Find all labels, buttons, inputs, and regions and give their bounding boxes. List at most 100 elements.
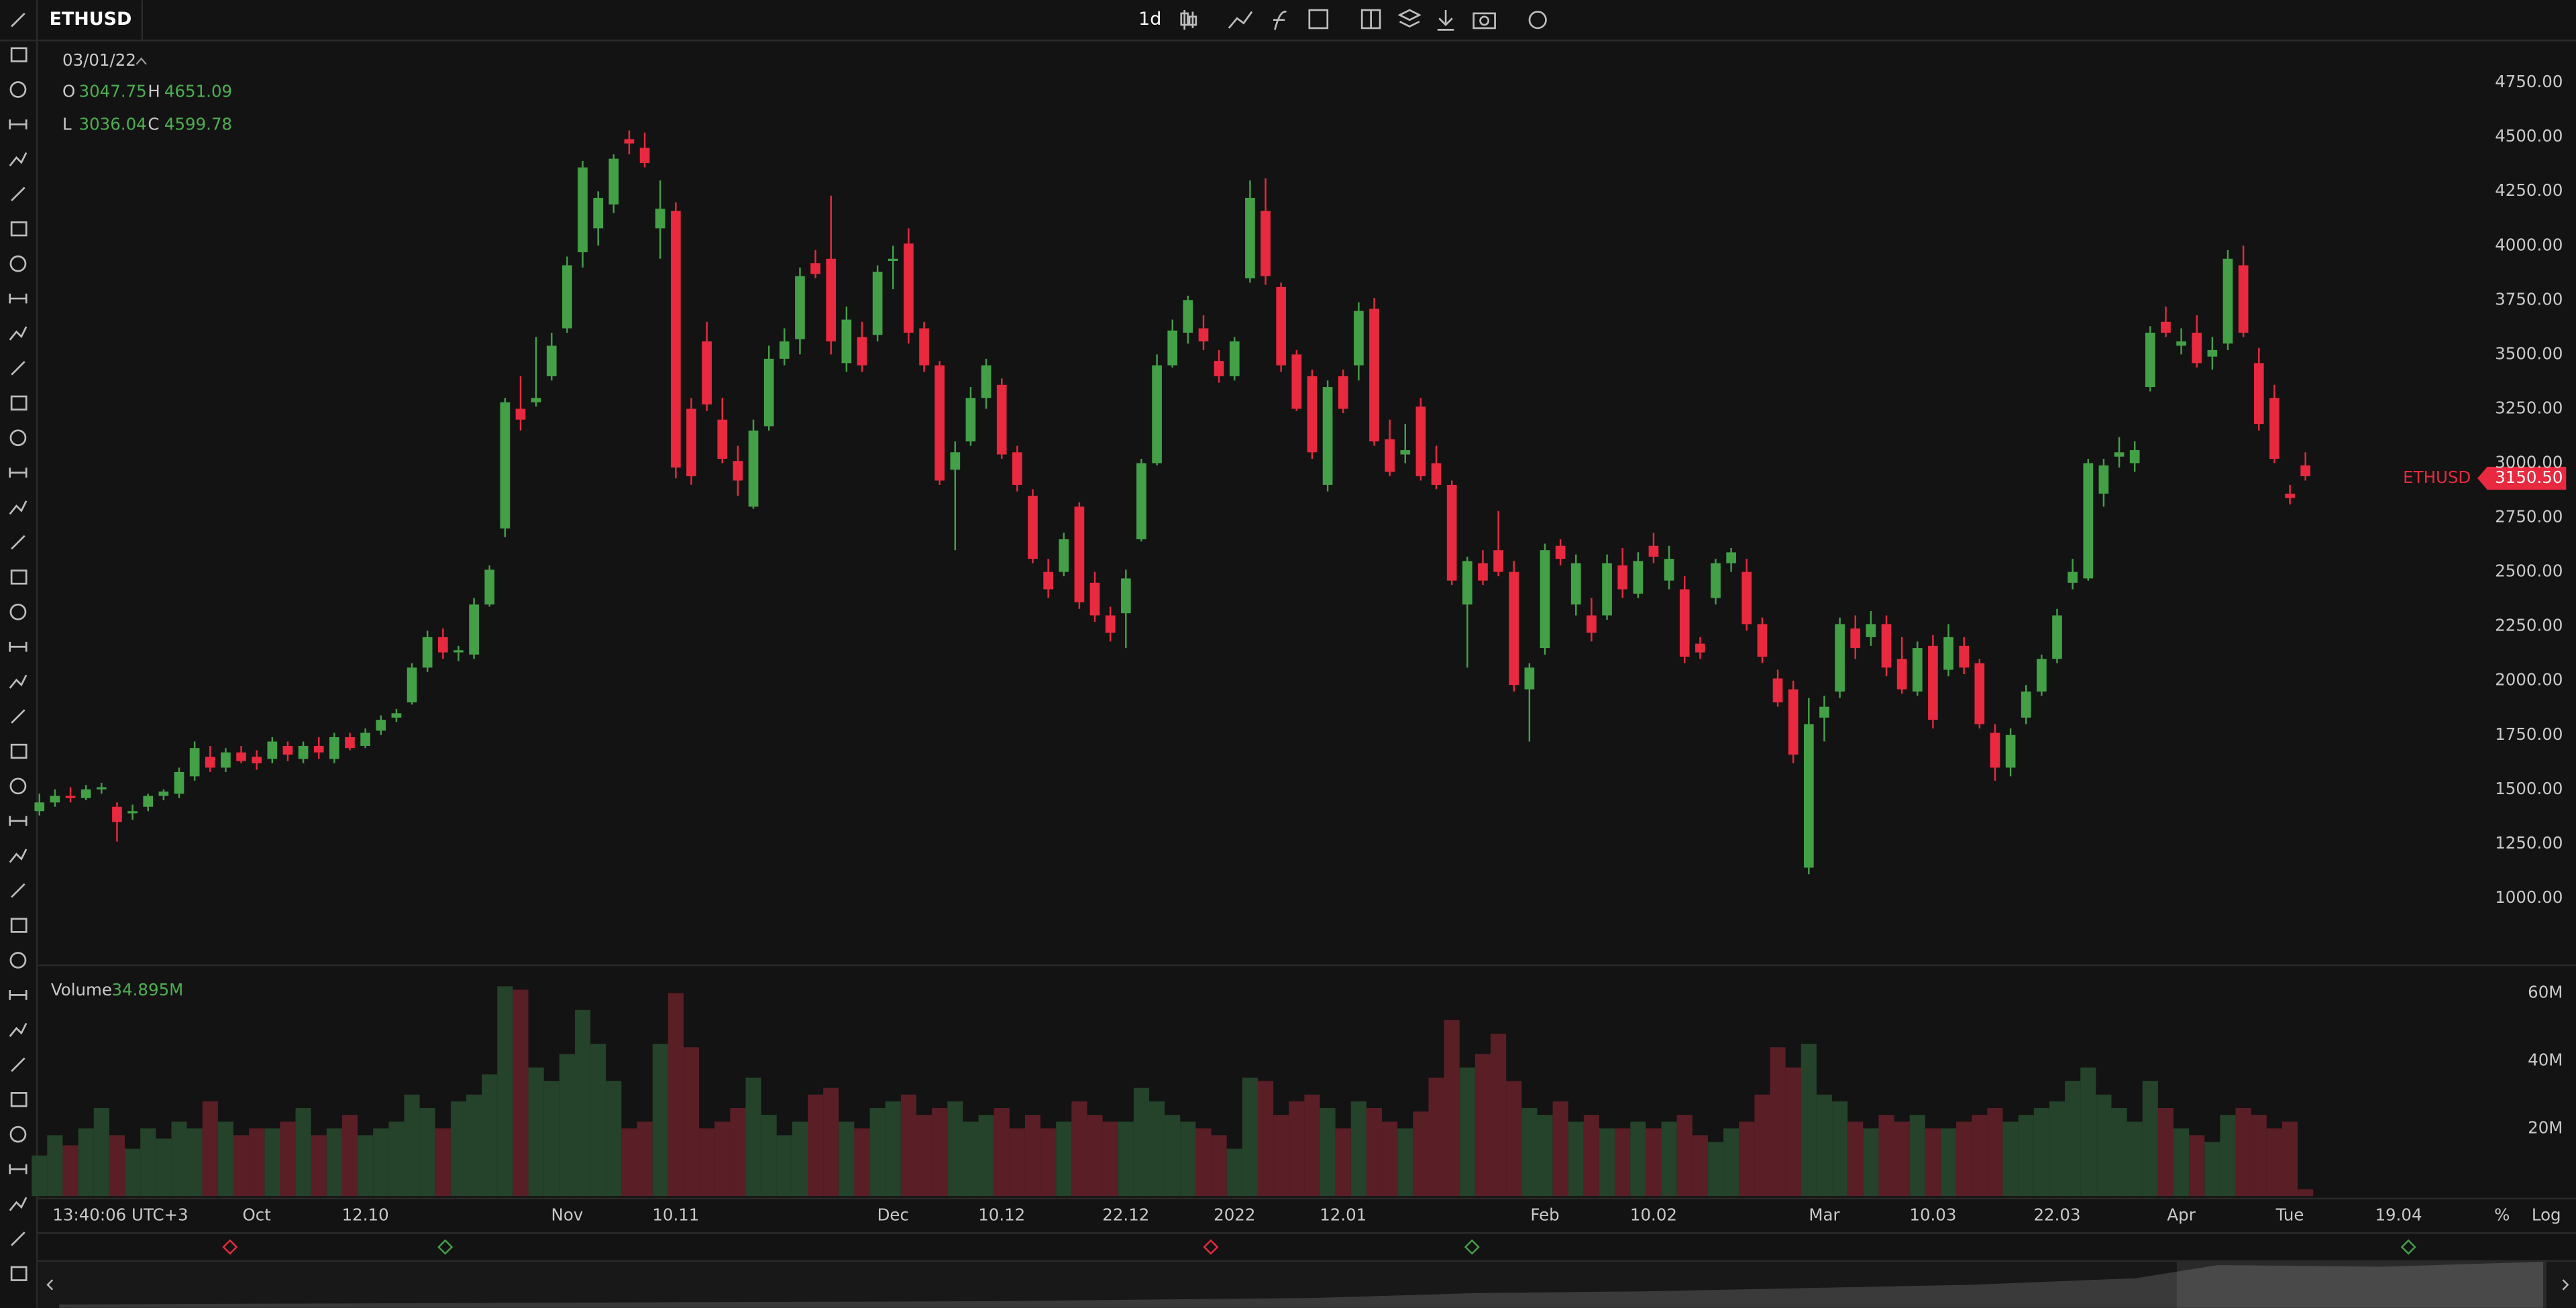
y-tick-label: 40M (2528, 1050, 2563, 1069)
scroll-left[interactable] (46, 1279, 54, 1291)
tool-icon[interactable] (11, 186, 25, 202)
volume-bar (2174, 1128, 2190, 1197)
tool-icon[interactable] (9, 255, 27, 272)
tool-icon[interactable] (11, 12, 25, 28)
event-marker[interactable] (222, 1239, 238, 1255)
candle-body (2052, 615, 2062, 659)
tool-icon[interactable] (9, 429, 27, 447)
tool-icon[interactable] (10, 1266, 28, 1281)
tool-icon[interactable] (9, 1126, 27, 1143)
tool-icon[interactable] (11, 361, 25, 376)
volume-bar (1056, 1122, 1072, 1197)
tool-icon[interactable] (10, 47, 28, 62)
volume-bar (186, 1128, 203, 1197)
candle-body (500, 402, 511, 529)
layers-icon[interactable] (1397, 9, 1421, 28)
settings-icon[interactable] (1528, 11, 1547, 30)
volume-bar (869, 1108, 885, 1197)
tool-icon[interactable] (9, 468, 28, 478)
x-tick-label: Tue (2275, 1205, 2304, 1225)
volume-bar (2251, 1115, 2267, 1197)
tool-icon[interactable] (9, 500, 28, 515)
volume-bar (1382, 1122, 1398, 1197)
y-tick-label: 4750.00 (2495, 72, 2563, 91)
function-icon[interactable] (1273, 10, 1287, 30)
event-marker[interactable] (437, 1239, 453, 1255)
y-tick-label: 2250.00 (2495, 616, 2563, 635)
candle-body (2021, 691, 2031, 718)
tool-icon[interactable] (9, 152, 28, 167)
legend-label: H (148, 81, 160, 101)
tool-icon[interactable] (9, 1022, 28, 1037)
tool-icon[interactable] (9, 293, 28, 304)
price-tag-box (2477, 466, 2567, 490)
tool-icon[interactable] (9, 1164, 28, 1175)
volume-bar (93, 1108, 109, 1197)
candle-body (484, 569, 495, 605)
tool-icon[interactable] (11, 1057, 25, 1072)
volume-bar (1956, 1122, 1972, 1197)
tool-icon[interactable] (9, 952, 27, 969)
tool-icon[interactable] (9, 603, 27, 620)
candle-body (2192, 332, 2202, 364)
price-tag: ETHUSD 3150.50 (2403, 466, 2567, 490)
interval-button[interactable]: 1d (1138, 9, 1161, 30)
tool-icon[interactable] (11, 709, 25, 724)
tool-icon[interactable] (9, 1197, 28, 1211)
tool-icon[interactable] (9, 777, 27, 795)
scroll-right[interactable] (2562, 1279, 2569, 1291)
volume-bar (1521, 1108, 1538, 1197)
tool-icon[interactable] (10, 221, 28, 237)
volume-bar (2018, 1115, 2034, 1197)
percent-toggle[interactable]: % (2494, 1205, 2510, 1225)
candle-body (1307, 376, 1318, 453)
tool-icon[interactable] (9, 674, 28, 689)
volume-bar (1024, 1115, 1041, 1197)
candle-body (1803, 724, 1814, 868)
volume-bar (2220, 1115, 2236, 1197)
navigator-window[interactable] (2176, 1262, 2546, 1308)
volume-bar (264, 1128, 280, 1197)
tool-icon[interactable] (9, 81, 27, 98)
tool-icon[interactable] (9, 849, 28, 863)
tool-icon[interactable] (9, 641, 28, 652)
volume-bar (311, 1135, 327, 1197)
event-marker[interactable] (2400, 1239, 2416, 1255)
log-toggle[interactable]: Log (2532, 1205, 2561, 1225)
tool-icon[interactable] (10, 395, 28, 411)
tool-icon[interactable] (9, 119, 28, 129)
candle-body (1059, 539, 1069, 572)
candle-body (578, 167, 588, 253)
candle-body (2176, 341, 2186, 346)
candle-body (1835, 624, 1845, 692)
image-icon[interactable] (1308, 9, 1329, 30)
tool-icon[interactable] (11, 883, 25, 898)
tool-icon[interactable] (9, 326, 28, 341)
volume-bar (1909, 1115, 1925, 1197)
tool-icon[interactable] (9, 816, 28, 826)
indicator-icon[interactable] (1228, 11, 1253, 29)
tool-icon[interactable] (10, 569, 28, 585)
tool-icon[interactable] (9, 990, 28, 1000)
volume-bar (1878, 1115, 1894, 1197)
camera-icon[interactable] (1472, 12, 1496, 30)
tool-icon[interactable] (10, 918, 28, 933)
candle-body (531, 398, 541, 402)
event-marker[interactable] (1203, 1239, 1219, 1255)
event-marker[interactable] (1464, 1239, 1480, 1255)
candle-body (469, 604, 479, 655)
layout-icon[interactable] (1360, 9, 1381, 30)
volume-bar (233, 1135, 250, 1197)
legend-label: O (62, 81, 75, 101)
candle-body (2238, 265, 2249, 333)
volume-bar (745, 1077, 761, 1197)
volume-bar (699, 1128, 715, 1197)
candle-type-icon[interactable] (1180, 10, 1197, 30)
tool-icon[interactable] (11, 535, 25, 550)
collapse-icon[interactable] (136, 57, 147, 65)
tool-icon[interactable] (11, 1232, 25, 1246)
symbol-button[interactable]: ETHUSD (49, 9, 131, 30)
tool-icon[interactable] (10, 1092, 28, 1107)
download-icon[interactable] (1437, 10, 1454, 31)
tool-icon[interactable] (10, 743, 28, 759)
